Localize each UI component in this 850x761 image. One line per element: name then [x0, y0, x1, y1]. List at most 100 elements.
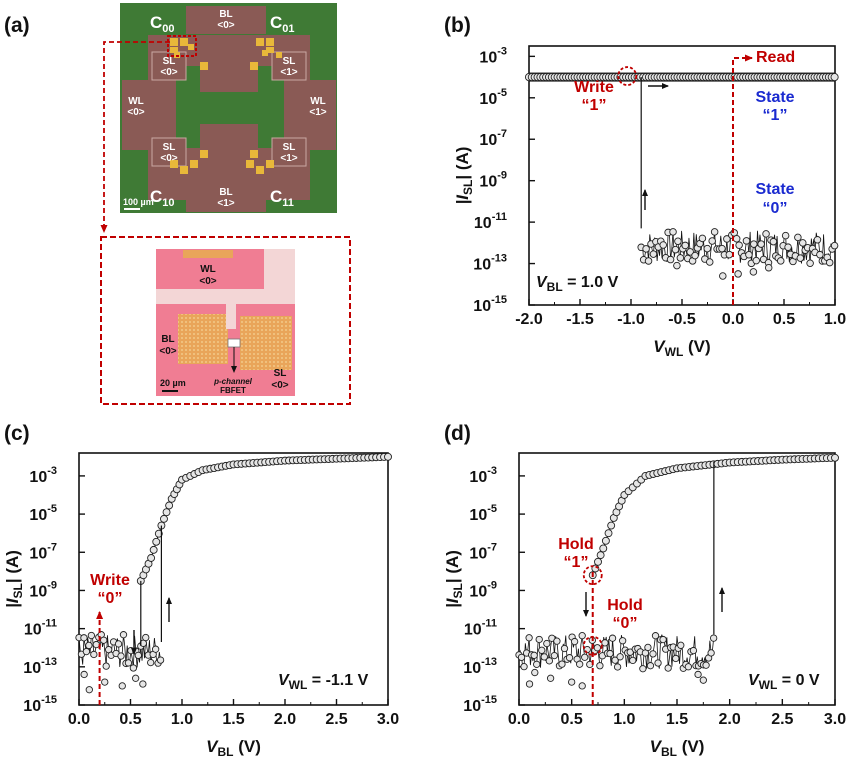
data-point	[101, 678, 109, 686]
data-point	[80, 634, 88, 642]
data-point	[703, 244, 712, 253]
c-write-label: Write	[90, 572, 130, 589]
data-point	[129, 664, 138, 672]
d-hold0-value: “0”	[613, 615, 638, 632]
svg-text:WL: WL	[200, 264, 216, 275]
x-tick-label: 0.0	[68, 711, 90, 728]
data-point	[604, 529, 613, 538]
b-read-label: Read	[756, 49, 795, 66]
b-state1-label: State	[755, 89, 794, 106]
data-point	[757, 240, 765, 248]
b-write-label: Write	[574, 79, 614, 96]
data-point	[719, 272, 727, 280]
data-point	[642, 245, 650, 253]
d-condition: VWL = 0 V	[748, 672, 820, 692]
zoom-connector	[100, 41, 170, 233]
data-point	[90, 650, 98, 659]
data-point	[659, 241, 667, 249]
data-point	[525, 680, 534, 688]
y-tick-label: 10-15	[473, 294, 507, 315]
y-tick-label: 10-7	[469, 541, 497, 562]
data-point	[124, 659, 133, 667]
data-point	[596, 551, 605, 560]
data-point	[525, 634, 533, 642]
svg-text:<0>: <0>	[217, 20, 234, 31]
c-condition: VWL = -1.1 V	[278, 672, 369, 692]
data-point	[114, 640, 123, 648]
data-point	[152, 537, 161, 546]
svg-text:<0>: <0>	[160, 67, 177, 78]
data-point	[160, 514, 168, 523]
svg-text:<1>: <1>	[309, 107, 326, 118]
data-point	[533, 660, 541, 669]
x-tick-label: 0.5	[773, 311, 795, 328]
data-point	[608, 634, 617, 642]
data-point	[165, 501, 174, 510]
data-point	[830, 73, 839, 82]
data-point	[710, 634, 718, 642]
panel-label-a: (a)	[4, 14, 30, 37]
data-point	[646, 662, 655, 670]
data-point	[568, 678, 576, 686]
data-point	[813, 236, 822, 244]
data-point	[671, 245, 680, 254]
x-tick-label: 1.5	[666, 711, 688, 728]
panel-label-b: (b)	[444, 14, 471, 37]
data-point	[806, 259, 814, 268]
svg-text:<1>: <1>	[217, 198, 234, 209]
data-point	[659, 635, 667, 644]
data-point	[131, 674, 140, 682]
data-point	[784, 243, 792, 251]
y-tick-label: 10-9	[469, 579, 497, 600]
panel-label-d: (d)	[444, 422, 471, 445]
data-point	[673, 261, 681, 270]
on-state-curve	[140, 456, 389, 582]
data-point	[593, 644, 602, 652]
y-tick-label: 10-9	[479, 170, 507, 191]
data-point	[520, 662, 528, 671]
y-tick-label: 10-3	[29, 465, 57, 486]
x-tick-label: 2.0	[274, 711, 296, 728]
y-tick-label: 10-7	[29, 541, 57, 562]
data-point	[139, 680, 147, 688]
svg-text:FBFET: FBFET	[220, 386, 246, 395]
data-point	[762, 230, 770, 238]
data-point	[119, 631, 128, 639]
x-axis-label: VBL (V)	[206, 737, 261, 759]
data-point	[831, 453, 839, 462]
data-point	[674, 237, 682, 246]
x-tick-label: 0.5	[561, 711, 583, 728]
data-point	[546, 674, 555, 682]
svg-text:C00: C00	[150, 13, 175, 35]
y-tick-label: 10-13	[463, 656, 497, 677]
data-point	[517, 653, 526, 662]
data-point	[147, 554, 156, 562]
y-tick-label: 10-15	[23, 694, 57, 715]
y-axis-label: |ISL| (A)	[453, 147, 475, 205]
data-point	[560, 644, 569, 653]
svg-text:<1>: <1>	[280, 153, 297, 164]
data-point	[87, 631, 96, 640]
y-axis-label: |ISL| (A)	[3, 550, 25, 608]
data-point	[85, 686, 93, 694]
data-point	[752, 256, 761, 265]
svg-text:BL: BL	[161, 334, 174, 345]
data-point	[742, 237, 751, 245]
b-state1-value: “1”	[763, 107, 788, 124]
data-point	[102, 662, 110, 670]
panel-label-c: (c)	[4, 422, 30, 445]
d-hold0-label: Hold	[607, 597, 643, 614]
data-point	[669, 228, 677, 236]
x-tick-label: -1.0	[617, 311, 645, 328]
data-point	[702, 661, 710, 669]
data-point	[553, 637, 561, 645]
b-state0-label: State	[755, 181, 794, 198]
data-point	[594, 557, 602, 566]
data-point	[80, 670, 88, 679]
data-point	[681, 241, 690, 250]
data-point	[85, 641, 93, 650]
data-point	[825, 258, 834, 267]
data-point	[649, 650, 657, 658]
zoom-bl-pad	[178, 314, 228, 364]
